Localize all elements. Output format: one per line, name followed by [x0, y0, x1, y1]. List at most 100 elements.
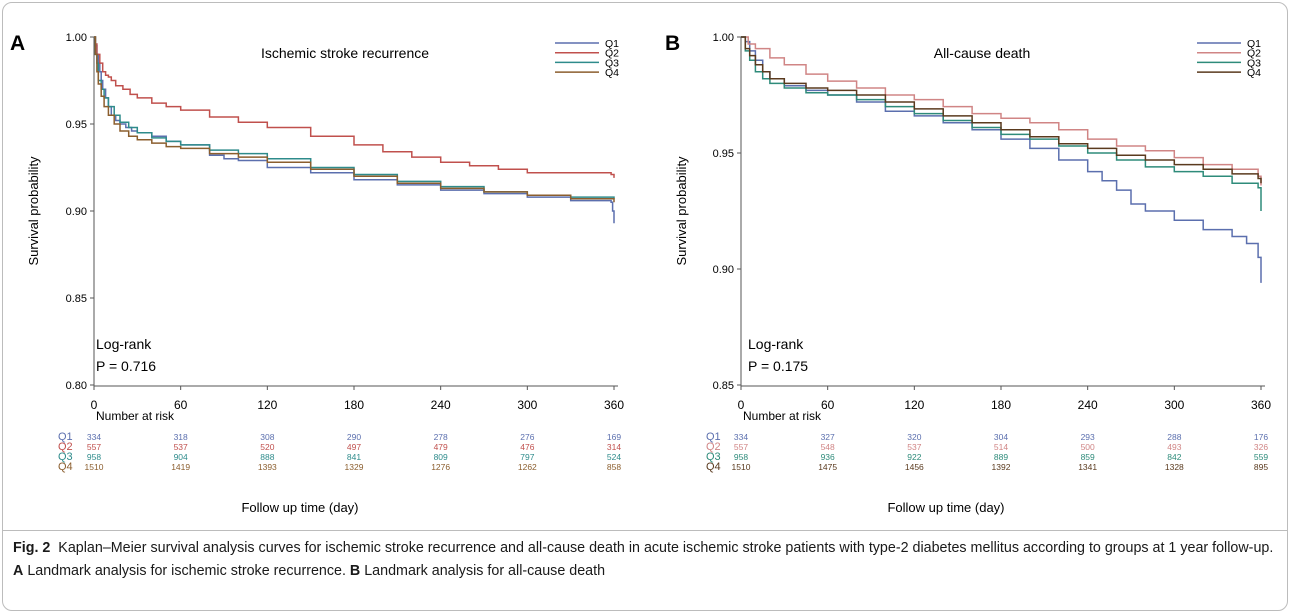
panel-b-y-tick-label: 0.85	[713, 380, 734, 392]
panel-b-annotation-text: Log-rank	[748, 336, 804, 352]
panel-a-x-axis-label: Follow up time (day)	[241, 500, 358, 515]
panel-b-risk-cell: 500	[1081, 442, 1095, 452]
panel-a-risk-row-label: Q3	[58, 451, 73, 463]
panel-b-risk-row-label: Q4	[706, 461, 721, 473]
panel-b-y-tick-label: 0.90	[713, 264, 734, 276]
panel-a-risk-cell: 1419	[171, 462, 190, 472]
panel-a-risk-cell: 169	[607, 432, 621, 442]
panel-b-risk-cell: 958	[734, 452, 748, 462]
panel-a-risk-cell: 308	[260, 432, 274, 442]
panel-b-risk-cell: 293	[1081, 432, 1095, 442]
panel-b-title: All-cause death	[934, 45, 1031, 61]
panel-a-risk-cell: 290	[347, 432, 361, 442]
panel-b-risk-table-header: Number at risk	[743, 409, 822, 423]
panel-b-risk-row-label: Q3	[706, 451, 721, 463]
caption-label: Fig. 2	[13, 540, 51, 556]
caption-text: Kaplan–Meier survival analysis curves fo…	[58, 540, 1274, 556]
panel-a-title: Ischemic stroke recurrence	[261, 45, 429, 61]
panel-a-annotation-text: Log-rank	[96, 336, 152, 352]
panel-a-x-tick-label: 240	[431, 398, 451, 412]
panel-b-risk-cell: 859	[1081, 452, 1095, 462]
figure-caption: Fig. 2 Kaplan–Meier survival analysis cu…	[13, 537, 1275, 583]
panel-a-legend-label: Q3	[605, 57, 619, 69]
panel-a-legend-label: Q1	[605, 38, 619, 50]
panel-b-risk-cell: 548	[821, 442, 835, 452]
panel-b-y-axis-label: Survival probability	[674, 156, 689, 266]
panel-b-x-tick-label: 240	[1078, 398, 1098, 412]
panel-b-risk-cell: 922	[907, 452, 921, 462]
panel-a-risk-cell: 841	[347, 452, 361, 462]
panel-a-risk-cell: 888	[260, 452, 274, 462]
panel-b-series-line-q4	[741, 36, 1262, 184]
panel-b-risk-cell: 320	[907, 432, 921, 442]
panel-a-letter: A	[10, 32, 25, 55]
panel-a-legend-label: Q4	[605, 67, 619, 79]
panel-a-risk-cell: 904	[174, 452, 188, 462]
panel-a-risk-row-label: Q1	[58, 431, 73, 443]
panel-b-legend-label: Q1	[1247, 38, 1261, 50]
panel-b-risk-cell: 327	[821, 432, 835, 442]
panel-b-risk-row-label: Q2	[706, 441, 721, 453]
panel-b-risk-cell: 1456	[905, 462, 924, 472]
panel-b-risk-cell: 176	[1254, 432, 1268, 442]
panel-a-risk-cell: 809	[434, 452, 448, 462]
panel-b-risk-cell: 1475	[818, 462, 837, 472]
panel-b-risk-cell: 304	[994, 432, 1008, 442]
panel-b-x-tick-label: 180	[991, 398, 1011, 412]
caption-text-a: Landmark analysis for ischemic stroke re…	[27, 563, 346, 579]
panel-a-y-tick-label: 1.00	[66, 32, 87, 44]
panel-b-risk-cell: 493	[1167, 442, 1181, 452]
panel-b-risk-cell: 288	[1167, 432, 1181, 442]
panel-a-risk-row-label: Q4	[58, 461, 73, 473]
panel-a-risk-cell: 476	[520, 442, 534, 452]
panel-b-series-line-q3	[741, 36, 1262, 211]
panel-b-risk-cell: 842	[1167, 452, 1181, 462]
panel-a-risk-cell: 314	[607, 442, 621, 452]
panel-a-risk-cell: 537	[174, 442, 188, 452]
panel-a-y-tick-label: 0.95	[66, 119, 87, 131]
panel-a-y-tick-label: 0.90	[66, 206, 87, 218]
panel-b-risk-cell: 895	[1254, 462, 1268, 472]
panel-a-risk-row-label: Q2	[58, 441, 73, 453]
panel-a-risk-cell: 278	[434, 432, 448, 442]
caption-letter-b: B	[349, 563, 361, 579]
panel-a-risk-cell: 524	[607, 452, 621, 462]
panel-a-risk-cell: 497	[347, 442, 361, 452]
panel-a-x-tick-label: 120	[257, 398, 277, 412]
panel-a-risk-cell: 334	[87, 432, 101, 442]
panel-a-risk-cell: 1510	[85, 462, 104, 472]
panel-a-x-tick-label: 180	[344, 398, 364, 412]
panel-b-risk-cell: 1328	[1165, 462, 1184, 472]
panel-a-y-tick-label: 0.85	[66, 293, 87, 305]
panel-b-risk-cell: 1510	[732, 462, 751, 472]
panel-a-series-line-q4	[94, 36, 615, 203]
caption-text-b: Landmark analysis for all-cause death	[364, 563, 606, 579]
panel-a-y-tick-label: 0.80	[66, 380, 87, 392]
panel-a-risk-cell: 479	[434, 442, 448, 452]
figure-charts: A Ischemic stroke recurrence Survival prob…	[10, 32, 1271, 515]
panel-b-x-tick-label: 360	[1251, 398, 1271, 412]
panel-b-risk-cell: 1392	[992, 462, 1011, 472]
panel-a-risk-cell: 1393	[258, 462, 277, 472]
panel-b-x-tick-label: 0	[738, 398, 745, 412]
panel-b-risk-cell: 537	[907, 442, 921, 452]
panel-b-risk-cell: 559	[1254, 452, 1268, 462]
panel-b-risk-cell: 936	[821, 452, 835, 462]
panel-b-y-tick-label: 0.95	[713, 148, 734, 160]
panel-a-risk-cell: 958	[87, 452, 101, 462]
panel-b-risk-cell: 889	[994, 452, 1008, 462]
panel-b-x-axis-label: Follow up time (day)	[887, 500, 1004, 515]
panel-b-x-tick-label: 120	[904, 398, 924, 412]
panel-a-risk-cell: 318	[174, 432, 188, 442]
panel-b-risk-row-label: Q1	[706, 431, 721, 443]
panel-a-x-tick-label: 60	[174, 398, 188, 412]
panel-a-x-tick-label: 0	[91, 398, 98, 412]
panel-a-risk-cell: 858	[607, 462, 621, 472]
panel-a-risk-cell: 1276	[431, 462, 450, 472]
panel-a-risk-cell: 797	[520, 452, 534, 462]
panel-b-risk-cell: 334	[734, 432, 748, 442]
panel-b-risk-cell: 514	[994, 442, 1008, 452]
panel-a-risk-cell: 557	[87, 442, 101, 452]
panel-a-risk-cell: 1329	[345, 462, 364, 472]
caption-letter-a: A	[13, 563, 24, 579]
